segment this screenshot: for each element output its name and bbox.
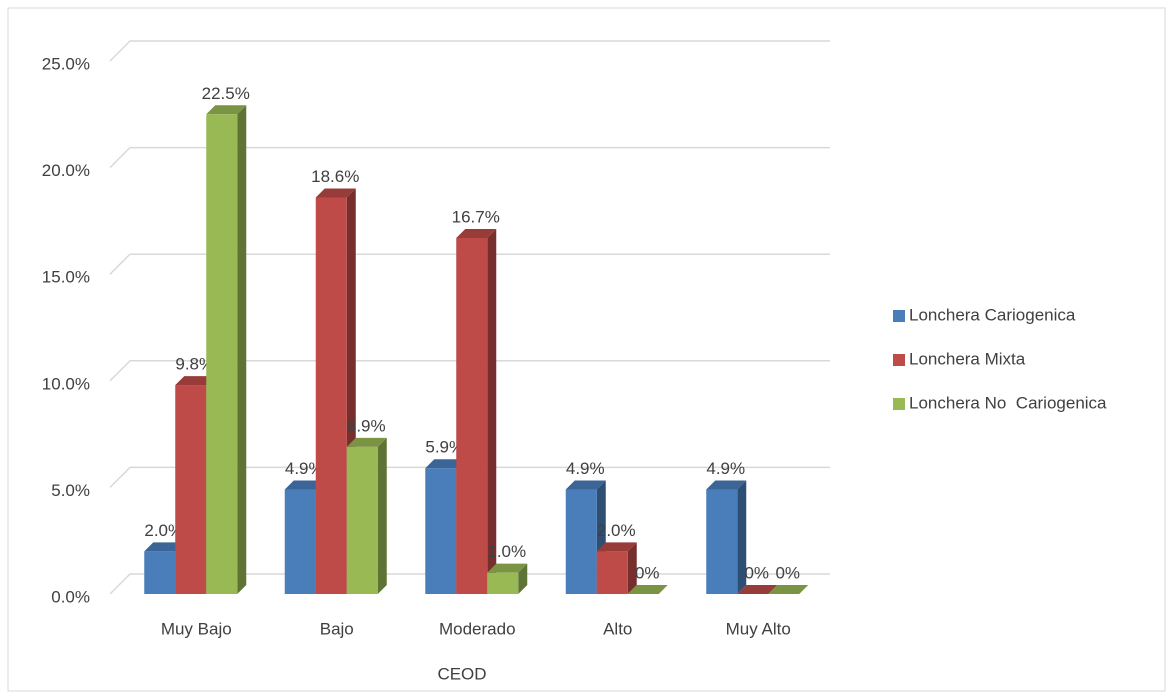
grid-line bbox=[109, 40, 830, 62]
grid-line bbox=[109, 146, 830, 169]
data-label: 16.7% bbox=[452, 207, 500, 226]
bar-top bbox=[737, 585, 778, 594]
data-label: 4.9% bbox=[566, 459, 605, 478]
bar-side bbox=[737, 480, 747, 594]
legend-swatch bbox=[893, 354, 905, 366]
data-label: 0% bbox=[635, 563, 660, 582]
bar bbox=[456, 237, 488, 594]
data-label: 2.0% bbox=[597, 521, 636, 540]
y-tick-label: 20.0% bbox=[42, 161, 90, 180]
legend-swatch bbox=[893, 310, 905, 322]
x-tick-label: Muy Bajo bbox=[161, 619, 232, 638]
x-tick-label: Muy Alto bbox=[726, 619, 791, 638]
legend-label: Lonchera Mixta bbox=[909, 349, 1026, 368]
grid-line bbox=[109, 253, 830, 275]
grid-line bbox=[109, 466, 830, 488]
bar-top bbox=[487, 563, 528, 573]
bar bbox=[487, 572, 519, 594]
bar-top bbox=[346, 437, 387, 447]
data-label: 4.9% bbox=[285, 459, 324, 478]
legend-swatch bbox=[893, 398, 905, 410]
bar bbox=[706, 489, 738, 594]
data-label: 4.9% bbox=[706, 459, 745, 478]
y-tick-label: 10.0% bbox=[42, 374, 90, 393]
data-label: 0% bbox=[744, 563, 769, 582]
bar-top bbox=[284, 480, 325, 490]
y-tick-label: 0.0% bbox=[51, 587, 90, 606]
y-tick-label: 5.0% bbox=[51, 481, 90, 500]
bar-top bbox=[456, 228, 497, 238]
data-label: 0% bbox=[775, 563, 800, 582]
bar bbox=[315, 197, 347, 594]
bar-side bbox=[518, 563, 528, 594]
data-label: 5.9% bbox=[425, 438, 464, 457]
bar-top bbox=[206, 105, 247, 115]
data-label: 18.6% bbox=[311, 167, 359, 186]
x-tick-label: Alto bbox=[603, 619, 632, 638]
legend-label: Lonchera No Cariogenica bbox=[909, 393, 1107, 412]
bar-side bbox=[487, 228, 497, 594]
x-axis-label: CEOD bbox=[437, 664, 486, 683]
data-label: 1.0% bbox=[487, 542, 526, 561]
y-tick-label: 15.0% bbox=[42, 268, 90, 287]
bar bbox=[175, 385, 207, 594]
y-tick-label: 25.0% bbox=[42, 54, 90, 73]
bar-top bbox=[706, 480, 747, 490]
bar bbox=[425, 468, 457, 594]
bar-top bbox=[596, 542, 637, 552]
bar-top bbox=[425, 459, 466, 469]
grid-line bbox=[109, 360, 830, 382]
bar-top bbox=[144, 542, 185, 552]
bar-side bbox=[627, 542, 637, 594]
bar-top bbox=[627, 585, 668, 594]
bar-side bbox=[377, 437, 387, 594]
legend-label: Lonchera Cariogenica bbox=[909, 305, 1076, 324]
data-label: 6.9% bbox=[347, 416, 386, 435]
data-label: 9.8% bbox=[175, 355, 214, 374]
bar bbox=[346, 446, 378, 594]
bar-side bbox=[237, 105, 247, 595]
bar-top bbox=[768, 585, 809, 594]
bar-top bbox=[315, 188, 356, 198]
bar bbox=[284, 489, 316, 594]
bar-top bbox=[175, 376, 216, 386]
bar bbox=[144, 551, 176, 594]
data-label: 2.0% bbox=[144, 521, 183, 540]
bar bbox=[565, 489, 597, 594]
data-label: 22.5% bbox=[202, 84, 250, 103]
x-tick-label: Bajo bbox=[320, 619, 354, 638]
bar-top bbox=[565, 480, 606, 490]
bar bbox=[206, 114, 238, 595]
x-tick-label: Moderado bbox=[439, 619, 516, 638]
bar bbox=[596, 551, 628, 594]
